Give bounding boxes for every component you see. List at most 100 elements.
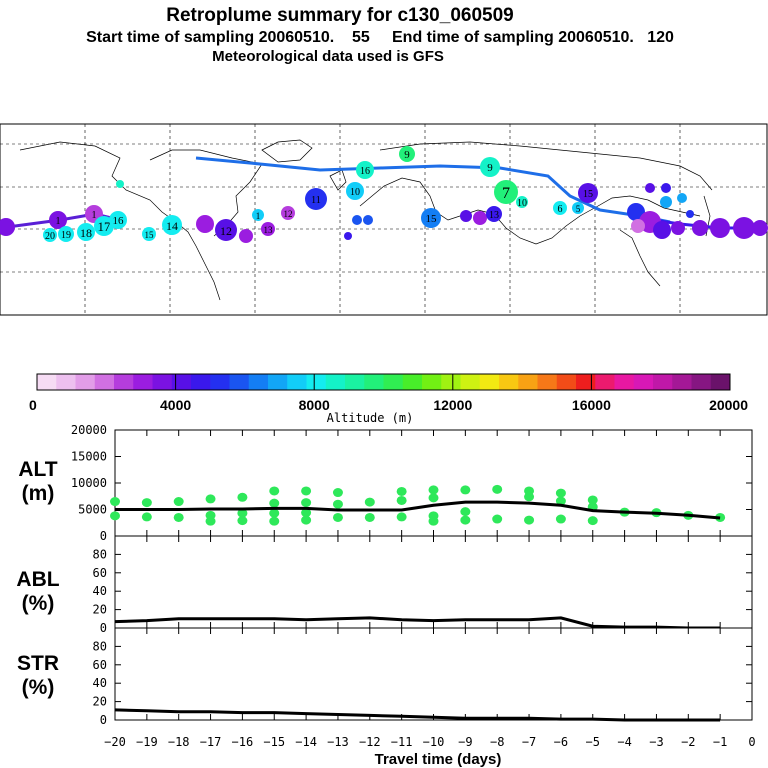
colorbar-swatch	[191, 374, 211, 390]
scatter-point	[524, 515, 535, 525]
scatter-point	[141, 498, 152, 508]
colorbar-swatch	[537, 374, 558, 390]
scatter-point	[428, 493, 439, 503]
colorbar-swatch	[691, 374, 712, 390]
plume-label: 20	[45, 231, 55, 242]
plume-label: 10	[350, 187, 360, 198]
plume-cluster	[356, 161, 374, 179]
plume-label: 13	[489, 210, 499, 221]
colorbar-swatch	[441, 374, 461, 390]
x-tick-label: −14	[295, 735, 317, 749]
plume-label: 5	[576, 204, 581, 214]
panel-frame	[114, 535, 753, 629]
plume-cluster	[733, 217, 755, 239]
y-tick-label: 80	[93, 639, 107, 653]
colorbar-swatch	[133, 374, 153, 390]
colorbar-swatch	[37, 374, 57, 390]
plume-cluster	[252, 209, 264, 221]
plume-cluster	[645, 183, 655, 193]
scatter-point	[492, 514, 503, 524]
alt-unit-label: (m)	[22, 482, 55, 505]
x-tick-label: −4	[617, 735, 631, 749]
plume-cluster	[261, 222, 275, 236]
x-tick-label: −6	[554, 735, 568, 749]
scatter-point	[587, 495, 598, 505]
altitude-colorbar: 0 4000 8000 12000 16000 20000	[29, 373, 748, 413]
scatter-point	[269, 516, 280, 526]
plume-cluster	[162, 215, 182, 235]
x-tick-label: −8	[490, 735, 504, 749]
plume-label: 6	[558, 204, 563, 215]
sampling-time-line: Start time of sampling 20060510. 55 End …	[86, 29, 674, 46]
x-tick-label: −9	[458, 735, 472, 749]
scatter-point	[492, 484, 503, 494]
colorbar-swatch	[576, 374, 596, 390]
scatter-point	[269, 508, 280, 518]
plume-cluster	[344, 232, 352, 240]
plume-label: 10	[517, 198, 527, 209]
panel-abl: 0 20 40 60 80	[93, 535, 753, 635]
y-tick-label: 0	[100, 621, 107, 635]
scatter-point	[460, 515, 471, 525]
world-map: 9 16 9 7 10 6 5 15 10 11 15 13	[0, 123, 768, 316]
plume-cluster	[710, 218, 730, 238]
colorbar-swatch	[306, 374, 327, 390]
scatter-point	[269, 486, 280, 496]
plume-cluster	[692, 220, 708, 236]
plume-cluster	[553, 201, 567, 215]
x-tick-label: −17	[200, 735, 222, 749]
plume-cluster	[661, 183, 671, 193]
colorbar-swatch	[499, 374, 519, 390]
y-tick-label: 10000	[71, 476, 107, 490]
colorbar-swatch	[268, 374, 288, 390]
scatter-point	[364, 512, 375, 522]
y-tick-label: 20000	[71, 423, 107, 437]
y-tick-label: 20	[93, 695, 107, 709]
scatter-point	[332, 488, 343, 498]
x-tick-label: −19	[136, 735, 158, 749]
plume-label: 11	[311, 195, 321, 206]
colorbar-swatch	[614, 374, 635, 390]
scatter-point	[301, 515, 312, 525]
colorbar-tick-label: 8000	[299, 397, 330, 413]
y-tick-label: 0	[100, 529, 107, 543]
colorbar-swatch	[229, 374, 250, 390]
plume-cluster	[352, 215, 362, 225]
scatter-point	[332, 512, 343, 522]
figure-title: Retroplume summary for c130_060509	[166, 5, 513, 26]
x-tick-label: −20	[104, 735, 126, 749]
plume-cluster	[660, 196, 672, 208]
x-tick-label: −5	[586, 735, 600, 749]
y-tick-label: 40	[93, 676, 107, 690]
x-tick-label: −15	[263, 735, 285, 749]
x-tick-label: −13	[327, 735, 349, 749]
colorbar-swatch	[710, 374, 731, 390]
colorbar-swatch	[556, 374, 577, 390]
colorbar-tick-label: 12000	[433, 397, 472, 413]
colorbar-swatch	[633, 374, 654, 390]
scatter-point	[396, 512, 407, 522]
plume-cluster	[572, 202, 584, 214]
series-line-abl	[114, 616, 721, 630]
colorbar-swatch	[518, 374, 538, 390]
x-tick-label: −10	[423, 735, 445, 749]
plume-cluster	[486, 206, 502, 222]
colorbar-swatch	[595, 374, 615, 390]
y-tick-label: 20	[93, 603, 107, 617]
scatter-point	[364, 497, 375, 507]
plume-label: 1	[256, 211, 261, 221]
colorbar-label: Altitude (m)	[327, 411, 414, 425]
colorbar-swatch	[422, 374, 442, 390]
colorbar-swatch	[114, 374, 134, 390]
colorbar-swatch	[287, 374, 307, 390]
x-tick-label: 0	[748, 735, 755, 749]
plume-cluster	[516, 196, 528, 208]
series-line-str	[114, 708, 721, 722]
scatter-point	[396, 486, 407, 496]
x-tick-label: −18	[168, 735, 190, 749]
plume-cluster	[281, 206, 295, 220]
scatter-point	[205, 516, 216, 526]
plume-label: 13	[264, 225, 274, 235]
scatter-point	[173, 497, 184, 507]
